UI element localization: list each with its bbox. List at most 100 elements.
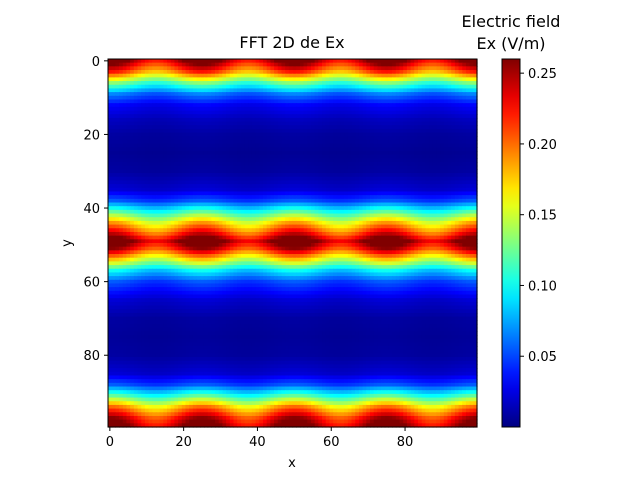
heatmap-cell [178, 213, 183, 218]
heatmap-cell [141, 184, 146, 189]
heatmap-cell [285, 231, 290, 237]
heatmap-cell [443, 239, 449, 244]
heatmap-cell [137, 88, 142, 93]
heatmap-cell [163, 220, 168, 226]
heatmap-cell [395, 184, 401, 189]
heatmap-cell [318, 77, 323, 82]
heatmap-cell [384, 132, 390, 137]
heatmap-cell [262, 121, 268, 126]
heatmap-cell [473, 95, 478, 101]
heatmap-cell [262, 213, 268, 218]
heatmap-cell [211, 206, 216, 211]
heatmap-cell [384, 77, 390, 82]
heatmap-cell [174, 110, 179, 115]
heatmap-cell [322, 114, 327, 119]
heatmap-cell [329, 176, 334, 182]
heatmap-cell [203, 158, 209, 163]
heatmap-cell [226, 73, 231, 78]
heatmap-cell [344, 154, 349, 159]
heatmap-cell [262, 66, 268, 71]
heatmap-cell [196, 110, 201, 115]
heatmap-cell [167, 198, 172, 204]
heatmap-cell [310, 213, 316, 218]
heatmap-cell [215, 117, 220, 123]
heatmap-cell [307, 81, 312, 86]
heatmap-cell [277, 228, 283, 233]
heatmap-cell [310, 139, 316, 145]
heatmap-cell [436, 239, 441, 244]
heatmap-cell [395, 92, 401, 97]
heatmap-cell [347, 239, 353, 244]
heatmap-cell [462, 206, 467, 211]
heatmap-cell [255, 209, 260, 215]
heatmap-cell [381, 125, 386, 130]
heatmap-cell [406, 202, 412, 207]
heatmap-cell [399, 128, 404, 134]
heatmap-cell [336, 110, 342, 115]
heatmap-cell [421, 202, 426, 207]
heatmap-cell [395, 81, 401, 86]
heatmap-cell [451, 81, 456, 86]
heatmap-cell [473, 99, 478, 104]
heatmap-cell [203, 165, 209, 170]
heatmap-cell [203, 184, 209, 189]
heatmap-cell [296, 228, 301, 233]
heatmap-cell [366, 139, 371, 145]
heatmap-cell [229, 220, 235, 226]
heatmap-cell [443, 217, 449, 222]
heatmap-cell [237, 228, 242, 233]
heatmap-cell [395, 136, 401, 141]
heatmap-cell [211, 62, 216, 67]
heatmap-cell [399, 202, 404, 207]
heatmap-cell [462, 154, 467, 159]
heatmap-cell [432, 224, 438, 229]
heatmap-cell [285, 151, 290, 156]
heatmap-cell [196, 117, 201, 123]
heatmap-cell [185, 84, 190, 90]
heatmap-cell [421, 92, 426, 97]
heatmap-cell [203, 220, 209, 226]
heatmap-cell [126, 128, 131, 134]
heatmap-cell [181, 235, 187, 240]
heatmap-cell [229, 92, 235, 97]
heatmap-cell [403, 121, 408, 126]
heatmap-cell [281, 81, 286, 86]
heatmap-cell [108, 147, 113, 152]
heatmap-cell [307, 143, 312, 148]
heatmap-cell [248, 239, 253, 244]
heatmap-cell [440, 187, 445, 193]
heatmap-cell [148, 213, 153, 218]
heatmap-cell [314, 169, 319, 174]
heatmap-cell [130, 173, 135, 178]
heatmap-cell [417, 114, 423, 119]
heatmap-cell [355, 136, 360, 141]
heatmap-cell [351, 195, 356, 200]
heatmap-cell [447, 106, 452, 112]
heatmap-cell [185, 114, 190, 119]
heatmap-cell [192, 228, 198, 233]
heatmap-cell [244, 191, 249, 196]
heatmap-cell [262, 173, 268, 178]
heatmap-cell [167, 84, 172, 90]
heatmap-cell [222, 165, 227, 170]
heatmap-cell [178, 110, 183, 115]
heatmap-cell [237, 121, 242, 126]
heatmap-cell [417, 173, 423, 178]
heatmap-cell [126, 114, 131, 119]
heatmap-cell [362, 110, 367, 115]
heatmap-cell [292, 106, 297, 112]
heatmap-cell [203, 92, 209, 97]
heatmap-cell [340, 231, 345, 237]
heatmap-cell [296, 220, 301, 226]
heatmap-cell [425, 73, 430, 78]
heatmap-cell [174, 231, 179, 237]
heatmap-cell [377, 125, 382, 130]
heatmap-cell [310, 180, 316, 185]
heatmap-cell [314, 191, 319, 196]
heatmap-cell [285, 165, 290, 170]
heatmap-cell [277, 184, 283, 189]
heatmap-cell [233, 139, 238, 145]
heatmap-cell [270, 228, 275, 233]
heatmap-cell [174, 88, 179, 93]
heatmap-cell [336, 187, 342, 193]
